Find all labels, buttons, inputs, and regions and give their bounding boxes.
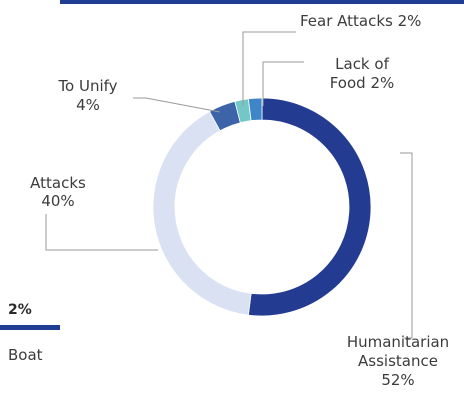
leader-line-to-unify	[133, 97, 221, 113]
slice-lack-of-food	[247, 97, 263, 122]
data-label-fear-attacks: Fear Attacks 2%	[300, 12, 421, 30]
leader-line-attacks	[45, 214, 158, 251]
slice-attacks	[152, 110, 252, 316]
side-accent-rule	[0, 325, 60, 330]
leader-line-fear-attacks	[242, 31, 296, 106]
side-percent-value: 2%	[8, 302, 32, 318]
data-label-to-unify: To Unify 4%	[57, 77, 117, 114]
data-label-lack-of-food: Lack of Food 2%	[330, 55, 395, 92]
slice-humanitarian-assistance	[247, 97, 372, 317]
side-category-label: Boat	[8, 346, 43, 364]
leaders-layer	[45, 31, 413, 339]
leader-line-humanitarian-assistance	[400, 152, 413, 339]
top-accent-rule	[60, 0, 464, 4]
slices-layer	[152, 97, 372, 317]
labels-layer: Humanitarian Assistance 52% Attacks 40% To Un…	[30, 12, 449, 389]
data-label-attacks: Attacks 40%	[30, 174, 86, 210]
leader-line-lack-of-food	[262, 61, 304, 106]
data-label-humanitarian-assistance: Humanitarian Assistance 52%	[347, 333, 449, 389]
